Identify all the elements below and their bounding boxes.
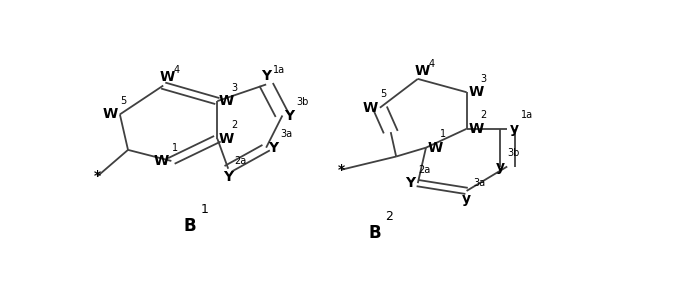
Text: 3a: 3a: [280, 129, 292, 139]
Text: *: *: [338, 163, 345, 177]
Text: Y: Y: [284, 109, 295, 122]
Text: B: B: [184, 217, 196, 235]
Text: 2a: 2a: [235, 156, 247, 166]
Text: W: W: [219, 94, 234, 108]
Text: W: W: [103, 107, 117, 122]
Text: Y: Y: [261, 69, 271, 83]
Text: 2: 2: [385, 210, 394, 223]
Text: 1: 1: [440, 129, 446, 139]
Text: W: W: [363, 101, 377, 115]
Text: W: W: [219, 132, 234, 146]
Text: 3b: 3b: [507, 148, 520, 158]
Text: W: W: [468, 122, 484, 136]
Text: Y: Y: [405, 176, 416, 190]
Text: W: W: [428, 141, 443, 155]
Text: Y: Y: [268, 141, 278, 155]
Text: 2a: 2a: [419, 165, 431, 175]
Text: 3a: 3a: [473, 178, 485, 188]
Text: y: y: [462, 192, 471, 206]
Text: 1: 1: [201, 203, 209, 216]
Text: 2: 2: [480, 110, 487, 120]
Text: y: y: [496, 160, 505, 173]
Text: 4: 4: [174, 65, 180, 75]
Text: 5: 5: [380, 89, 387, 99]
Text: W: W: [415, 64, 430, 77]
Text: W: W: [160, 70, 175, 84]
Text: 2: 2: [231, 120, 237, 130]
Text: y: y: [510, 122, 519, 136]
Text: B: B: [368, 224, 381, 242]
Text: 1: 1: [172, 143, 178, 153]
Text: W: W: [154, 154, 169, 168]
Text: 1a: 1a: [521, 110, 533, 120]
Text: 3b: 3b: [296, 97, 309, 107]
Text: Y: Y: [223, 170, 233, 184]
Text: 1a: 1a: [273, 65, 284, 75]
Text: 3: 3: [480, 74, 487, 84]
Text: W: W: [468, 85, 484, 99]
Text: 3: 3: [231, 83, 237, 93]
Text: 4: 4: [428, 59, 435, 69]
Text: *: *: [94, 169, 101, 183]
Text: 5: 5: [120, 96, 127, 106]
